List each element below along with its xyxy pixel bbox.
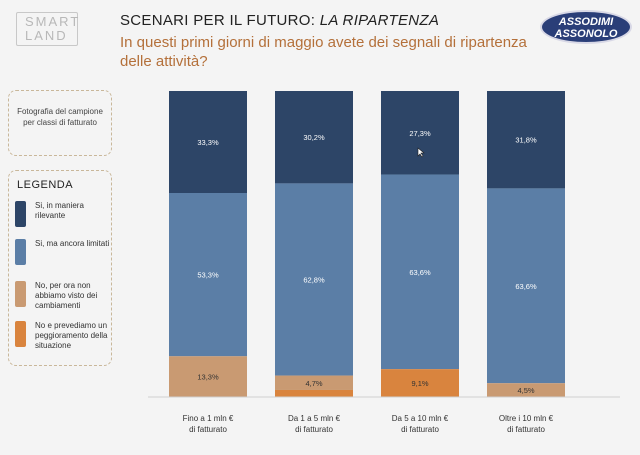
brand-line-1: ASSODIMI: [558, 16, 614, 28]
title-emphasis: LA RIPARTENZA: [319, 12, 440, 29]
category-label-1-line-2: di fatturato: [189, 425, 227, 434]
data-label-3-cat-4: 4,5%: [517, 386, 534, 395]
assodimi-logo: ASSODIMI ASSONOLO: [540, 10, 632, 44]
category-label-2-line-1: Da 1 a 5 mln €: [288, 414, 341, 423]
bar-segment-1-cat-1: [169, 91, 247, 193]
data-label-1-cat-3: 27,3%: [409, 129, 431, 138]
legend-swatch-2: [15, 239, 26, 265]
brand-line-2: ASSONOLO: [554, 28, 618, 40]
page-subtitle: In questi primi giorni di maggio avete d…: [120, 34, 527, 70]
page-title: SCENARI PER IL FUTURO: LA RIPARTENZA: [120, 12, 439, 29]
bar-segment-1-cat-2: [275, 91, 353, 184]
legend-box: LEGENDA Si, in maniera rilevante Si, ma …: [8, 170, 112, 366]
legend-label-2: Si, ma ancora limitati: [35, 239, 110, 248]
category-label-1-line-1: Fino a 1 mln €: [183, 414, 234, 423]
bar-segment-3-cat-4: [487, 383, 565, 397]
data-label-3-cat-1: 13,3%: [197, 373, 219, 382]
data-label-2-cat-1: 53,3%: [197, 271, 219, 280]
data-label-2-cat-3: 63,6%: [409, 268, 431, 277]
bar-segment-4-cat-2: [275, 389, 353, 397]
data-label-2-cat-2: 62,8%: [303, 275, 325, 284]
legend-label-1: Si, in maniera rilevante: [35, 201, 84, 220]
data-label-4-cat-3: 9,1%: [411, 379, 428, 388]
category-label-4-line-2: di fatturato: [507, 425, 545, 434]
bar-segment-1-cat-3: [381, 91, 459, 175]
legend-swatch-3: [15, 281, 26, 307]
bar-segment-3-cat-1: [169, 356, 247, 397]
category-label-3-line-2: di fatturato: [401, 425, 439, 434]
bar-segment-2-cat-2: [275, 183, 353, 376]
category-label-2-line-2: di fatturato: [295, 425, 333, 434]
bar-segment-2-cat-4: [487, 188, 565, 384]
title-main: SCENARI PER IL FUTURO:: [120, 12, 320, 29]
legend-title: LEGENDA: [17, 179, 74, 191]
bar-segment-1-cat-4: [487, 91, 565, 189]
logo-line-2: LAND: [25, 28, 68, 43]
mouse-pointer-icon: [417, 147, 425, 158]
category-label-3-line-1: Da 5 a 10 mln €: [392, 414, 449, 423]
bar-segment-2-cat-3: [381, 174, 459, 370]
data-label-2-cat-4: 63,6%: [515, 282, 537, 291]
data-label-1-cat-2: 30,2%: [303, 133, 325, 142]
bar-segment-3-cat-2: [275, 375, 353, 390]
legend-swatch-4: [15, 321, 26, 347]
bar-segment-2-cat-1: [169, 193, 247, 357]
data-label-1-cat-4: 31,8%: [515, 136, 537, 145]
legend-label-4: No e prevediamo un peggioramento della s…: [35, 321, 108, 350]
data-label-1-cat-1: 33,3%: [197, 138, 219, 147]
legend-swatch-1: [15, 201, 26, 227]
logo-line-1: SMART: [25, 14, 81, 29]
legend-label-3: No, per ora non abbiamo visto dei cambia…: [35, 281, 98, 310]
category-label-4-line-1: Oltre i 10 mln €: [499, 414, 554, 423]
bar-segment-4-cat-3: [381, 369, 459, 397]
data-label-3-cat-2: 4,7%: [305, 379, 322, 388]
smartland-logo: SMART LAND: [16, 12, 78, 46]
sample-note-box: Fotografia del campione per classi di fa…: [8, 90, 112, 156]
